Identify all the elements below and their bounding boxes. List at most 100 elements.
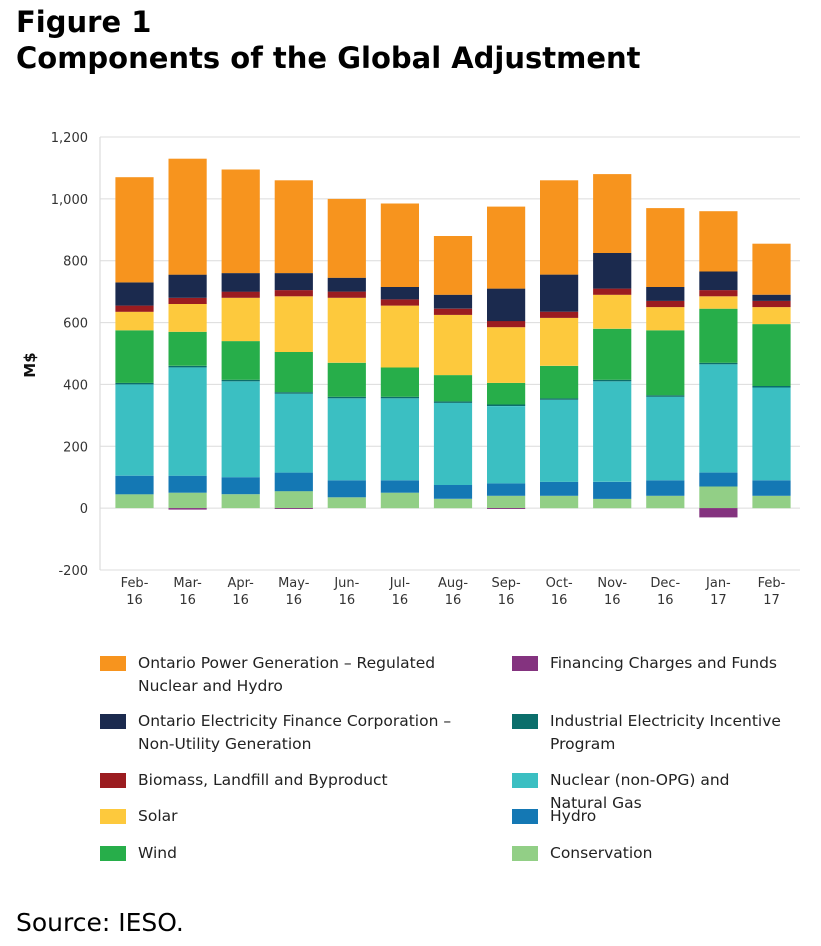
bar-segment — [433, 375, 473, 402]
x-tick-label: Feb- 17 — [758, 576, 786, 608]
x-tick-label: Apr- 16 — [228, 576, 255, 608]
bar-segment — [752, 386, 791, 388]
legend-label: Conservation — [550, 842, 821, 865]
bar-segment — [752, 307, 791, 325]
bar-segment — [433, 308, 473, 315]
bar-segment — [593, 379, 632, 382]
bar-segment — [221, 291, 260, 298]
y-tick-label: 200 — [63, 440, 88, 455]
legend-label: Industrial Electricity Incentive Program — [550, 710, 821, 756]
bar-segment — [115, 177, 154, 283]
legend-label-line: Conservation — [550, 844, 653, 862]
bar-segment — [699, 211, 738, 272]
bar-segment — [593, 498, 632, 509]
x-tick-label: Oct- 16 — [546, 576, 573, 608]
bar-segment — [327, 277, 366, 292]
x-tick-label-line: Jul- — [389, 576, 411, 591]
bars — [115, 158, 791, 518]
bar-segment — [487, 406, 526, 484]
bar-segment — [327, 297, 366, 363]
bar-segment — [646, 287, 685, 301]
legend-label: Ontario Electricity Finance Corporation … — [138, 710, 468, 756]
legend-swatch — [100, 809, 126, 824]
bar-segment — [433, 498, 473, 509]
bar-segment — [540, 481, 579, 496]
bar-segment — [380, 492, 419, 509]
legend-label: Financing Charges and Funds — [550, 652, 821, 675]
x-tick-label-line: Jun- — [333, 576, 359, 591]
bar-segment — [274, 273, 313, 291]
bar-segment — [646, 395, 685, 397]
legend-label-line: Wind — [138, 844, 177, 862]
legend-swatch — [100, 846, 126, 861]
bar-segment — [646, 495, 685, 509]
bar-segment — [115, 384, 154, 476]
bar-segment — [380, 203, 419, 287]
legend-swatch — [512, 846, 538, 861]
x-tick-label-line: 16 — [445, 593, 462, 608]
x-tick-label-line: Jan- — [705, 576, 731, 591]
x-tick-label-line: Apr- — [228, 576, 255, 591]
bar-segment — [168, 367, 207, 476]
bar-segment — [699, 364, 738, 473]
bar-segment — [380, 287, 419, 300]
bar-segment — [115, 330, 154, 383]
bar-segment — [487, 483, 526, 496]
bar-segment — [433, 403, 473, 485]
y-tick-label: 800 — [63, 255, 88, 270]
y-tick-label: 1,200 — [51, 131, 88, 146]
x-tick-label-line: 17 — [763, 593, 780, 608]
x-tick-label: Aug- 16 — [438, 576, 468, 608]
bar-segment — [380, 396, 419, 399]
bar-segment — [115, 494, 154, 509]
legend-label-line: Financing Charges and Funds — [550, 654, 777, 672]
x-tick-label-line: 16 — [551, 593, 568, 608]
bar-segment — [646, 480, 685, 496]
bar-segment — [487, 382, 526, 405]
bar-segment — [327, 362, 366, 397]
legend-label-line: Ontario Power Generation – Regulated — [138, 654, 436, 672]
y-tick-label: 1,000 — [51, 193, 88, 208]
bar-segment — [115, 282, 154, 306]
bar-segment — [699, 290, 738, 297]
legend-swatch — [512, 714, 538, 729]
bar-segment — [752, 300, 791, 308]
bar-segment — [115, 475, 154, 495]
bar-segment — [540, 399, 579, 482]
x-tick-label-line: Oct- — [546, 576, 573, 591]
figure-title: Figure 1 Components of the Global Adjust… — [16, 4, 816, 76]
x-tick-label-line: Nov- — [597, 576, 627, 591]
bar-segment — [752, 324, 791, 386]
x-tick-label-line: 16 — [285, 593, 302, 608]
legend-swatch — [100, 773, 126, 788]
x-tick-label: Dec- 16 — [650, 576, 680, 608]
bar-segment — [487, 495, 526, 509]
bar-segment — [168, 508, 207, 510]
bar-segment — [487, 404, 526, 406]
x-tick-label-line: Sep- — [491, 576, 521, 591]
x-tick-label-line: 16 — [339, 593, 356, 608]
source-note: Source: IESO. — [16, 908, 184, 937]
bar-segment — [168, 492, 207, 509]
bar-segment — [699, 508, 738, 518]
x-tick-label-line: 16 — [232, 593, 249, 608]
bar-segment — [327, 291, 366, 298]
legend-swatch — [512, 656, 538, 671]
bar-segment — [115, 305, 154, 312]
bar-segment — [699, 472, 738, 487]
bar-segment — [699, 486, 738, 509]
bar-segment — [593, 481, 632, 499]
bar-segment — [487, 321, 526, 328]
legend-label: Wind — [138, 842, 468, 865]
bar-segment — [752, 294, 791, 301]
x-tick-label: Mar- 16 — [173, 576, 202, 608]
legend-swatch — [100, 656, 126, 671]
bar-segment — [115, 382, 154, 385]
bar-segment — [699, 362, 738, 365]
x-tick-label-line: 16 — [392, 593, 409, 608]
x-tick-label-line: May- — [278, 576, 310, 591]
bar-segment — [274, 352, 313, 393]
x-tick-label-line: 16 — [179, 593, 196, 608]
x-tick-label-line: 16 — [604, 593, 621, 608]
legend-label-line: Nuclear (non-OPG) and — [550, 771, 730, 789]
